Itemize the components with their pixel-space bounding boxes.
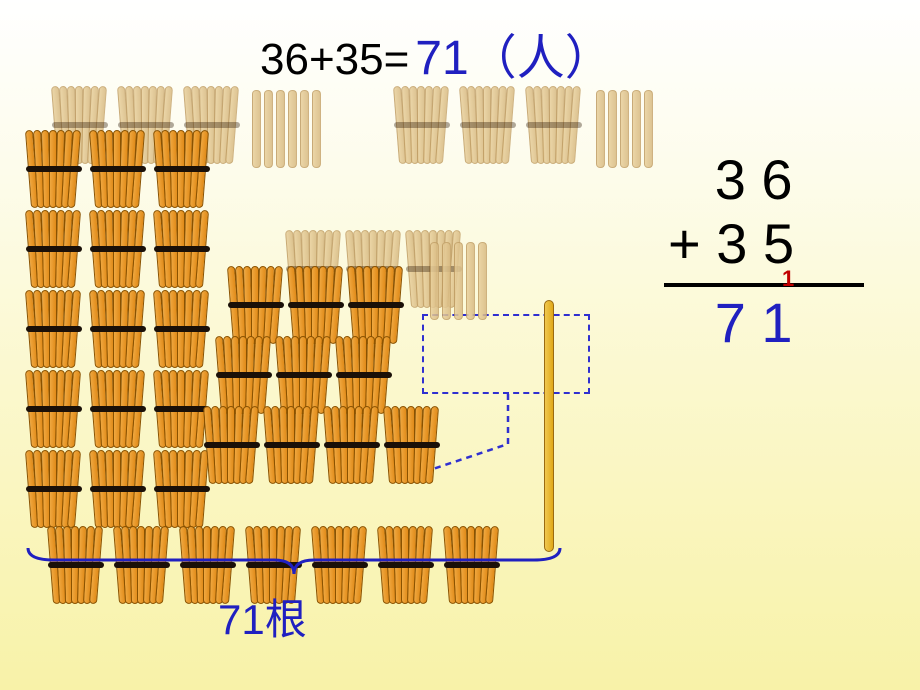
stick-bundle <box>290 266 344 344</box>
single-stick <box>276 90 285 168</box>
stick-bundle <box>230 266 284 344</box>
stick-bundle <box>266 406 320 484</box>
single-stick <box>620 90 629 168</box>
single-stick <box>252 90 261 168</box>
sticks-illustration <box>20 80 620 580</box>
vcalc-r2-tens: 3 <box>716 212 747 275</box>
single-stick <box>288 90 297 168</box>
single-stick <box>608 90 617 168</box>
stick-bundle <box>528 86 582 164</box>
stick-bundle <box>92 370 146 448</box>
single-stick <box>596 90 605 168</box>
brace-label: 71根 <box>218 586 307 647</box>
dashed-group-box <box>422 314 590 394</box>
equation-unit: 人 <box>517 32 565 85</box>
stick-bundle <box>206 406 260 484</box>
stick-bundle <box>156 210 210 288</box>
stick-bundle <box>278 336 332 414</box>
stick-bundle <box>28 450 82 528</box>
equation-unit-close: ） <box>565 32 613 85</box>
vcalc-op: + <box>668 212 701 275</box>
vcalc-res-tens: 7 <box>715 291 746 354</box>
equation-line: 36+35=71（人） <box>260 18 613 88</box>
vcalc-row2: + 3 5 <box>668 212 864 276</box>
single-stick <box>454 242 463 320</box>
stick-bundle <box>386 406 440 484</box>
equation-expression: 36+35= <box>260 35 409 84</box>
single-stick <box>264 90 273 168</box>
vcalc-line <box>664 283 864 287</box>
vcalc-r1-ones: 6 <box>761 148 792 211</box>
stick-bundle <box>396 86 450 164</box>
stick-bundle <box>462 86 516 164</box>
single-stick <box>442 242 451 320</box>
stick-bundle <box>92 290 146 368</box>
stick-bundle <box>92 450 146 528</box>
vcalc-carry: 1 <box>782 266 794 291</box>
single-stick <box>300 90 309 168</box>
single-stick <box>466 242 475 320</box>
vcalc-r1-tens: 3 <box>715 148 746 211</box>
vcalc-row1: 3 6 <box>668 148 864 212</box>
equation-unit-open: （ <box>469 32 517 85</box>
stick-bundle <box>156 450 210 528</box>
stick-bundle <box>92 130 146 208</box>
stick-bundle <box>218 336 272 414</box>
stick-bundle <box>326 406 380 484</box>
tall-single-stick <box>544 300 554 552</box>
stick-bundle <box>156 290 210 368</box>
stick-bundle <box>156 370 210 448</box>
vcalc-res-ones: 1 <box>761 291 792 354</box>
equation-answer: 71 <box>415 32 468 85</box>
brace-label-num: 71 <box>218 596 265 643</box>
stick-bundle <box>92 210 146 288</box>
curly-brace <box>24 546 564 578</box>
stick-bundle <box>28 290 82 368</box>
single-stick <box>312 90 321 168</box>
single-stick <box>632 90 641 168</box>
stick-bundle <box>28 370 82 448</box>
stick-bundle <box>338 336 392 414</box>
stick-bundle <box>28 130 82 208</box>
stick-bundle <box>156 130 210 208</box>
brace-label-unit: 根 <box>265 596 307 643</box>
single-stick <box>430 242 439 320</box>
stick-bundle <box>350 266 404 344</box>
single-stick <box>644 90 653 168</box>
single-stick <box>478 242 487 320</box>
vertical-calculation: 3 6 + 3 5 1 7 1 <box>668 148 864 355</box>
vcalc-result: 7 1 <box>668 291 864 355</box>
stick-bundle <box>28 210 82 288</box>
